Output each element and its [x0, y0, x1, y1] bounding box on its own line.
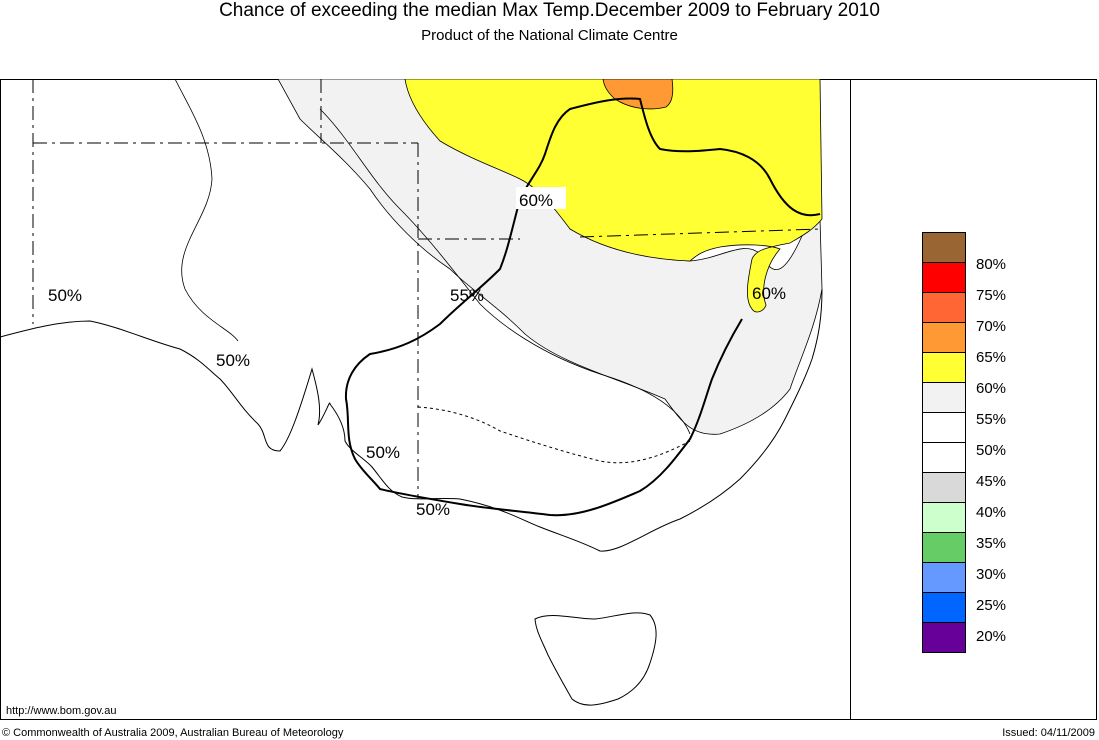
legend-swatch-11 [922, 532, 966, 563]
legend-label-2: 75% [976, 287, 1007, 304]
state-border-nsw-vic [417, 406, 691, 464]
map-label-2: 50% [216, 351, 250, 370]
legend-label-1: 80% [976, 256, 1007, 273]
legend-swatch-4 [922, 322, 966, 353]
region-60-percent [404, 79, 823, 313]
map-canvas: 50% 50% 55% 60% 60% 50% 50% [0, 79, 823, 706]
legend [922, 232, 966, 653]
issued-date: Issued: 04/11/2009 [1002, 727, 1095, 739]
legend-swatch-1 [922, 232, 966, 263]
legend-divider [850, 79, 851, 720]
map-label-1: 50% [48, 286, 82, 305]
map-label-7: 50% [416, 500, 450, 519]
legend-swatch-14 [922, 622, 966, 653]
catchment-boundary [344, 97, 821, 517]
map-subtitle: Product of the National Climate Centre [421, 27, 678, 44]
legend-swatch-13 [922, 592, 966, 623]
legend-label-12: 25% [976, 597, 1007, 614]
legend-swatch-5 [922, 352, 966, 383]
legend-label-5: 60% [976, 380, 1007, 397]
legend-swatch-10 [922, 502, 966, 533]
legend-label-9: 40% [976, 504, 1007, 521]
legend-swatch-3 [922, 292, 966, 323]
legend-swatch-7 [922, 412, 966, 443]
map-title: Chance of exceeding the median Max Temp.… [219, 0, 880, 21]
map-label-4: 60% [519, 191, 553, 210]
map-label-4-bg [516, 187, 566, 209]
tasmania [534, 612, 657, 706]
legend-swatch-2 [922, 262, 966, 293]
legend-label-8: 45% [976, 473, 1007, 490]
legend-swatch-12 [922, 562, 966, 593]
map-label-5: 60% [752, 284, 786, 303]
legend-label-10: 35% [976, 535, 1007, 552]
legend-label-7: 50% [976, 442, 1007, 459]
legend-swatch-6 [922, 382, 966, 413]
state-border-qld-nsw [418, 228, 821, 240]
copyright-text: © Commonwealth of Australia 2009, Austra… [2, 727, 344, 739]
map-label-6: 50% [366, 443, 400, 462]
legend-swatch-9 [922, 472, 966, 503]
legend-label-6: 55% [976, 411, 1007, 428]
legend-label-13: 20% [976, 628, 1007, 645]
legend-label-11: 30% [976, 566, 1007, 583]
coastline [0, 288, 823, 552]
legend-swatch-8 [922, 442, 966, 473]
contour-50-west [174, 79, 239, 342]
map-label-3: 55% [450, 286, 484, 305]
bom-url: http://www.bom.gov.au [6, 705, 117, 717]
contour-55 [319, 108, 691, 435]
legend-label-4: 65% [976, 349, 1007, 366]
legend-label-3: 70% [976, 318, 1007, 335]
